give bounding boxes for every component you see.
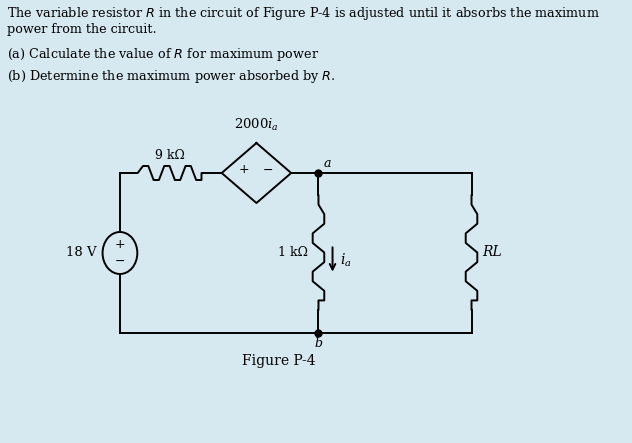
Text: 2000$i_a$: 2000$i_a$: [234, 117, 279, 133]
Text: $i_a$: $i_a$: [340, 252, 351, 269]
Text: 1 kΩ: 1 kΩ: [277, 246, 308, 259]
Text: (b) Determine the maximum power absorbed by $R$.: (b) Determine the maximum power absorbed…: [6, 68, 335, 85]
Text: +: +: [239, 163, 250, 176]
Text: a: a: [324, 157, 331, 170]
Text: power from the circuit.: power from the circuit.: [6, 23, 156, 36]
Text: b: b: [315, 337, 322, 350]
Text: (a) Calculate the value of $R$ for maximum power: (a) Calculate the value of $R$ for maxim…: [6, 46, 319, 63]
Text: 18 V: 18 V: [66, 246, 97, 260]
Text: −: −: [263, 163, 273, 176]
Text: The variable resistor $R$ in the circuit of Figure P-4 is adjusted until it abso: The variable resistor $R$ in the circuit…: [6, 5, 599, 22]
Text: Figure P-4: Figure P-4: [242, 354, 316, 368]
Text: +: +: [114, 238, 125, 252]
Text: −: −: [114, 254, 125, 268]
Text: RL: RL: [482, 245, 502, 260]
Text: 9 kΩ: 9 kΩ: [155, 149, 185, 162]
